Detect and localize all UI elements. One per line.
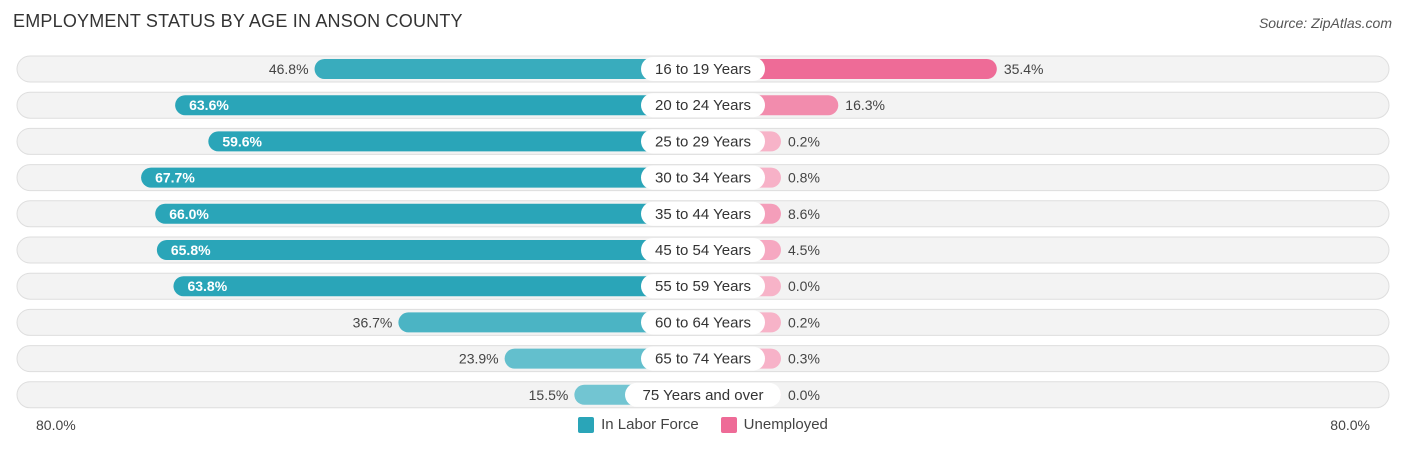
chart-title: EMPLOYMENT STATUS BY AGE IN ANSON COUNTY — [13, 11, 463, 31]
value-label-unemployed: 0.3% — [788, 351, 820, 367]
bar-labor-force — [173, 276, 703, 297]
source-label: Source: ZipAtlas.com — [1258, 15, 1392, 31]
bar-labor-force — [314, 59, 703, 79]
value-label-labor-force: 63.6% — [189, 97, 229, 113]
category-label: 55 to 59 Years — [655, 278, 751, 295]
bar-labor-force — [208, 131, 703, 152]
category-pill — [641, 129, 765, 154]
value-label-labor-force: 65.8% — [171, 242, 211, 258]
category-label: 16 to 19 Years — [655, 61, 751, 78]
category-label: 45 to 54 Years — [655, 242, 751, 259]
legend-label-labor-force: In Labor Force — [601, 416, 699, 433]
category-pill — [641, 238, 765, 262]
legend-item-labor-force[interactable]: In Labor Force — [578, 416, 699, 433]
bar-labor-force — [155, 203, 703, 224]
value-label-labor-force: 15.5% — [529, 387, 569, 403]
axis-right-label: 80.0% — [1330, 417, 1370, 433]
axis-left-label: 80.0% — [36, 417, 76, 433]
category-pill — [641, 57, 765, 81]
value-label-unemployed: 35.4% — [1004, 61, 1044, 77]
value-label-labor-force: 23.9% — [459, 351, 499, 367]
category-pill — [641, 274, 765, 299]
value-label-labor-force: 67.7% — [155, 170, 195, 186]
legend-swatch-labor-force — [578, 416, 595, 433]
category-pill — [625, 382, 781, 407]
value-label-labor-force: 36.7% — [353, 314, 393, 330]
value-label-unemployed: 0.8% — [788, 170, 820, 186]
value-label-unemployed: 16.3% — [845, 97, 885, 113]
category-label: 75 Years and over — [643, 387, 764, 404]
category-label: 20 to 24 Years — [655, 97, 751, 114]
legend-swatch-unemployed — [720, 416, 737, 433]
category-label: 30 to 34 Years — [655, 170, 751, 187]
value-label-unemployed: 0.0% — [788, 278, 820, 294]
bar-unemployed — [703, 59, 997, 79]
category-pill — [641, 165, 765, 190]
category-label: 60 to 64 Years — [655, 314, 751, 331]
legend: In Labor Force Unemployed — [0, 416, 1406, 433]
value-label-labor-force: 59.6% — [222, 133, 262, 149]
value-label-unemployed: 0.2% — [788, 133, 820, 149]
bar-labor-force — [156, 240, 704, 260]
category-label: 25 to 29 Years — [655, 133, 751, 150]
category-pill — [641, 201, 765, 226]
value-label-unemployed: 8.6% — [788, 206, 820, 222]
value-label-labor-force: 46.8% — [269, 61, 309, 77]
bar-labor-force — [175, 95, 703, 116]
value-label-unemployed: 0.2% — [788, 314, 820, 330]
category-pill — [641, 310, 765, 335]
category-pill — [641, 346, 765, 371]
legend-label-unemployed: Unemployed — [743, 416, 828, 433]
value-label-labor-force: 63.8% — [187, 278, 227, 294]
value-label-unemployed: 4.5% — [788, 242, 820, 258]
value-label-unemployed: 0.0% — [788, 387, 820, 403]
category-pill — [641, 93, 765, 118]
value-label-labor-force: 66.0% — [169, 206, 209, 222]
category-label: 65 to 74 Years — [655, 351, 751, 368]
category-label: 35 to 44 Years — [655, 206, 751, 223]
bar-labor-force — [141, 167, 704, 188]
bar-labor-force — [398, 312, 703, 333]
legend-item-unemployed[interactable]: Unemployed — [720, 416, 828, 433]
